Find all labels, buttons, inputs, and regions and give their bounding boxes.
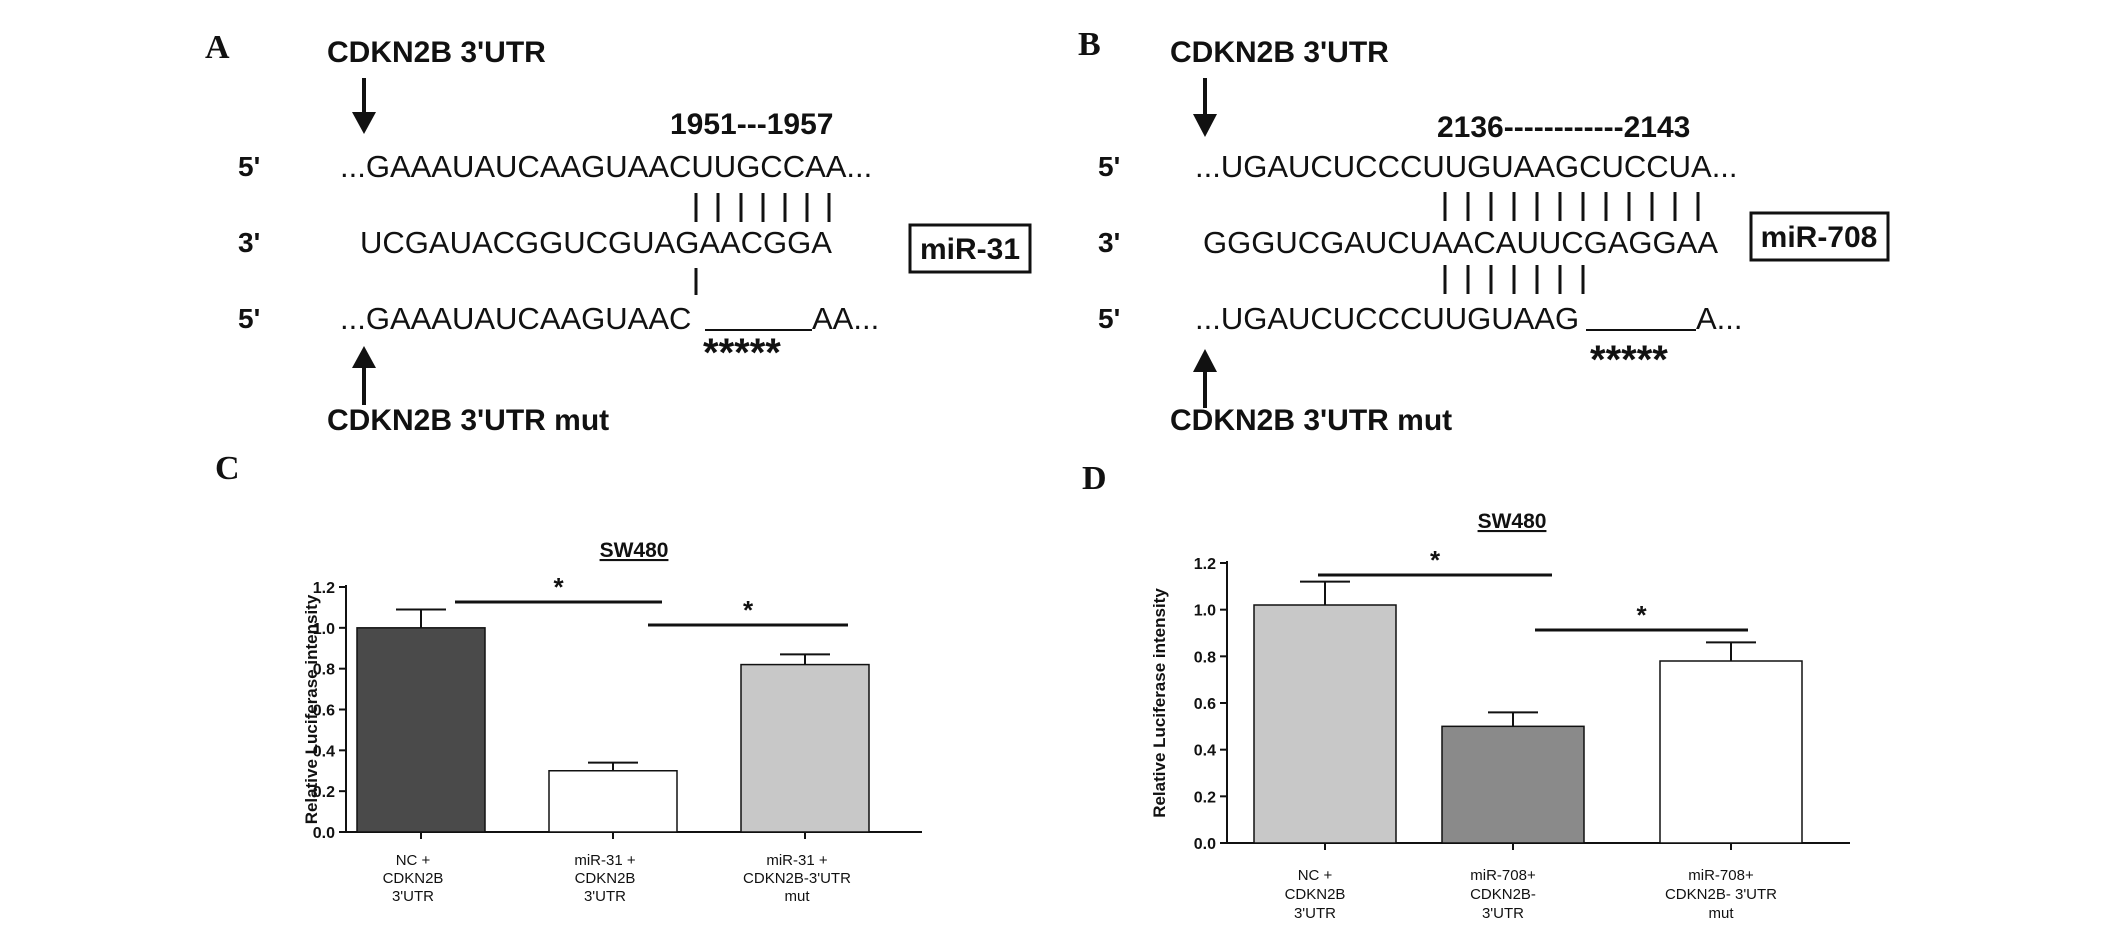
significance-star: * <box>1430 545 1441 575</box>
panel-a: A CDKN2B 3'UTR 1951---1957 5' ...GAAAUAU… <box>205 29 1032 437</box>
y-tick-label: 0.8 <box>313 662 335 679</box>
panel-a-letter: A <box>205 29 230 66</box>
panel-b: B CDKN2B 3'UTR 2136------------2143 5' .… <box>1078 26 1890 437</box>
panel-b-top-label: CDKN2B 3'UTR <box>1170 36 1389 69</box>
y-tick-label: 1.2 <box>313 580 335 597</box>
panel-b-bottom-label: CDKN2B 3'UTR mut <box>1170 404 1452 437</box>
panel-d-letter: D <box>1082 460 1107 497</box>
panel-a-position: 1951---1957 <box>670 108 833 141</box>
category-label: mut <box>1708 905 1734 922</box>
down-arrow-icon <box>1193 78 1217 137</box>
panel-a-row2-seq: UCGAUACGGUCGUAGAACGGA <box>360 225 832 260</box>
panel-a-top-label: CDKN2B 3'UTR <box>327 36 546 69</box>
significance-star: * <box>553 572 564 602</box>
panel-b-row3-prime: 5' <box>1098 303 1120 334</box>
category-label: CDKN2B <box>575 870 636 887</box>
category-label: NC + <box>396 852 431 869</box>
y-tick-label: 0.0 <box>313 825 335 842</box>
significance-star: * <box>743 595 754 625</box>
y-tick-label: 0.0 <box>1194 836 1216 853</box>
y-axis-label: Relative Luciferase intensity <box>1150 588 1169 818</box>
panel-a-row3-seq-left: ...GAAAUAUCAAGUAAC <box>340 301 691 336</box>
panel-b-position: 2136------------2143 <box>1437 111 1690 144</box>
panel-a-stars: ***** <box>703 331 781 375</box>
up-arrow-icon <box>352 346 376 405</box>
y-tick-label: 0.2 <box>1194 789 1216 806</box>
category-label: 3'UTR <box>1482 905 1524 922</box>
category-label: 3'UTR <box>392 888 434 905</box>
category-label: miR-31 + <box>766 852 828 869</box>
significance-star: * <box>1636 600 1647 630</box>
y-tick-label: 1.2 <box>1194 556 1216 573</box>
category-label: miR-708+ <box>1688 867 1754 884</box>
category-label: CDKN2B <box>383 870 444 887</box>
panel-b-row3-seq-left: ...UGAUCUCCCUUGUAAG <box>1195 301 1579 336</box>
panel-a-mirna-box <box>908 223 1032 274</box>
category-label: CDKN2B- 3'UTR <box>1665 886 1777 903</box>
category-label: 3'UTR <box>584 888 626 905</box>
category-label: NC + <box>1298 867 1333 884</box>
y-tick-label: 0.8 <box>1194 649 1216 666</box>
panel-a-row3-prime: 5' <box>238 303 260 334</box>
category-label: CDKN2B-3'UTR <box>743 870 851 887</box>
panel-b-stars: ***** <box>1590 338 1668 382</box>
category-label: mut <box>784 888 810 905</box>
panel-a-row1-seq: ...GAAAUAUCAAGUAACUUGCCAA... <box>340 149 872 184</box>
y-tick-label: 1.0 <box>313 621 335 638</box>
panel-b-row2-seq: GGGUCGAUCUAACAUUCGAGGAA <box>1203 225 1718 260</box>
panel-a-bottom-label: CDKN2B 3'UTR mut <box>327 404 609 437</box>
panel-a-row1-prime: 5' <box>238 151 260 182</box>
chart-title: SW480 <box>1478 510 1547 533</box>
y-axis-label: Relative Luciferase intensity <box>302 594 321 824</box>
category-label: 3'UTR <box>1294 905 1336 922</box>
down-arrow-icon <box>352 78 376 134</box>
y-tick-label: 0.6 <box>313 703 335 720</box>
panel-b-row2-prime: 3' <box>1098 227 1120 258</box>
y-tick-label: 0.4 <box>313 743 335 760</box>
y-tick-label: 0.2 <box>313 784 335 801</box>
category-label: CDKN2B <box>1285 886 1346 903</box>
category-label: CDKN2B- <box>1470 886 1536 903</box>
bar <box>740 663 870 833</box>
chart-d: SW480 Relative Luciferase intensity 0.0 0.2… <box>1150 510 1850 922</box>
bar <box>356 627 486 833</box>
panel-b-pairing-upper <box>1443 192 1700 221</box>
category-label: miR-708+ <box>1470 867 1536 884</box>
panel-b-row3-seq-right: A... <box>1696 301 1743 336</box>
bar <box>1253 604 1397 844</box>
panel-a-row2-prime: 3' <box>238 227 260 258</box>
panel-b-row1-seq: ...UGAUCUCCCUUGUAAGCUCCUA... <box>1195 149 1738 184</box>
panel-a-row3-seq-right: AA... <box>812 301 879 336</box>
panel-b-mirna-box <box>1749 211 1890 262</box>
panel-a-pairing-upper <box>694 193 831 222</box>
chart-title: SW480 <box>600 539 669 562</box>
panel-a-mirna-label: miR-31 <box>920 233 1020 266</box>
up-arrow-icon <box>1193 349 1217 408</box>
panel-c-letter: C <box>215 450 240 487</box>
y-tick-label: 0.4 <box>1194 743 1216 760</box>
panel-b-letter: B <box>1078 26 1101 63</box>
bar <box>1659 660 1803 844</box>
panel-b-mirna-label: miR-708 <box>1761 221 1878 254</box>
bar <box>1441 725 1585 844</box>
panel-b-row1-prime: 5' <box>1098 151 1120 182</box>
category-label: miR-31 + <box>574 852 636 869</box>
y-tick-label: 1.0 <box>1194 603 1216 620</box>
panel-b-pairing-lower <box>1443 265 1585 294</box>
bar <box>548 770 678 833</box>
y-tick-label: 0.6 <box>1194 696 1216 713</box>
